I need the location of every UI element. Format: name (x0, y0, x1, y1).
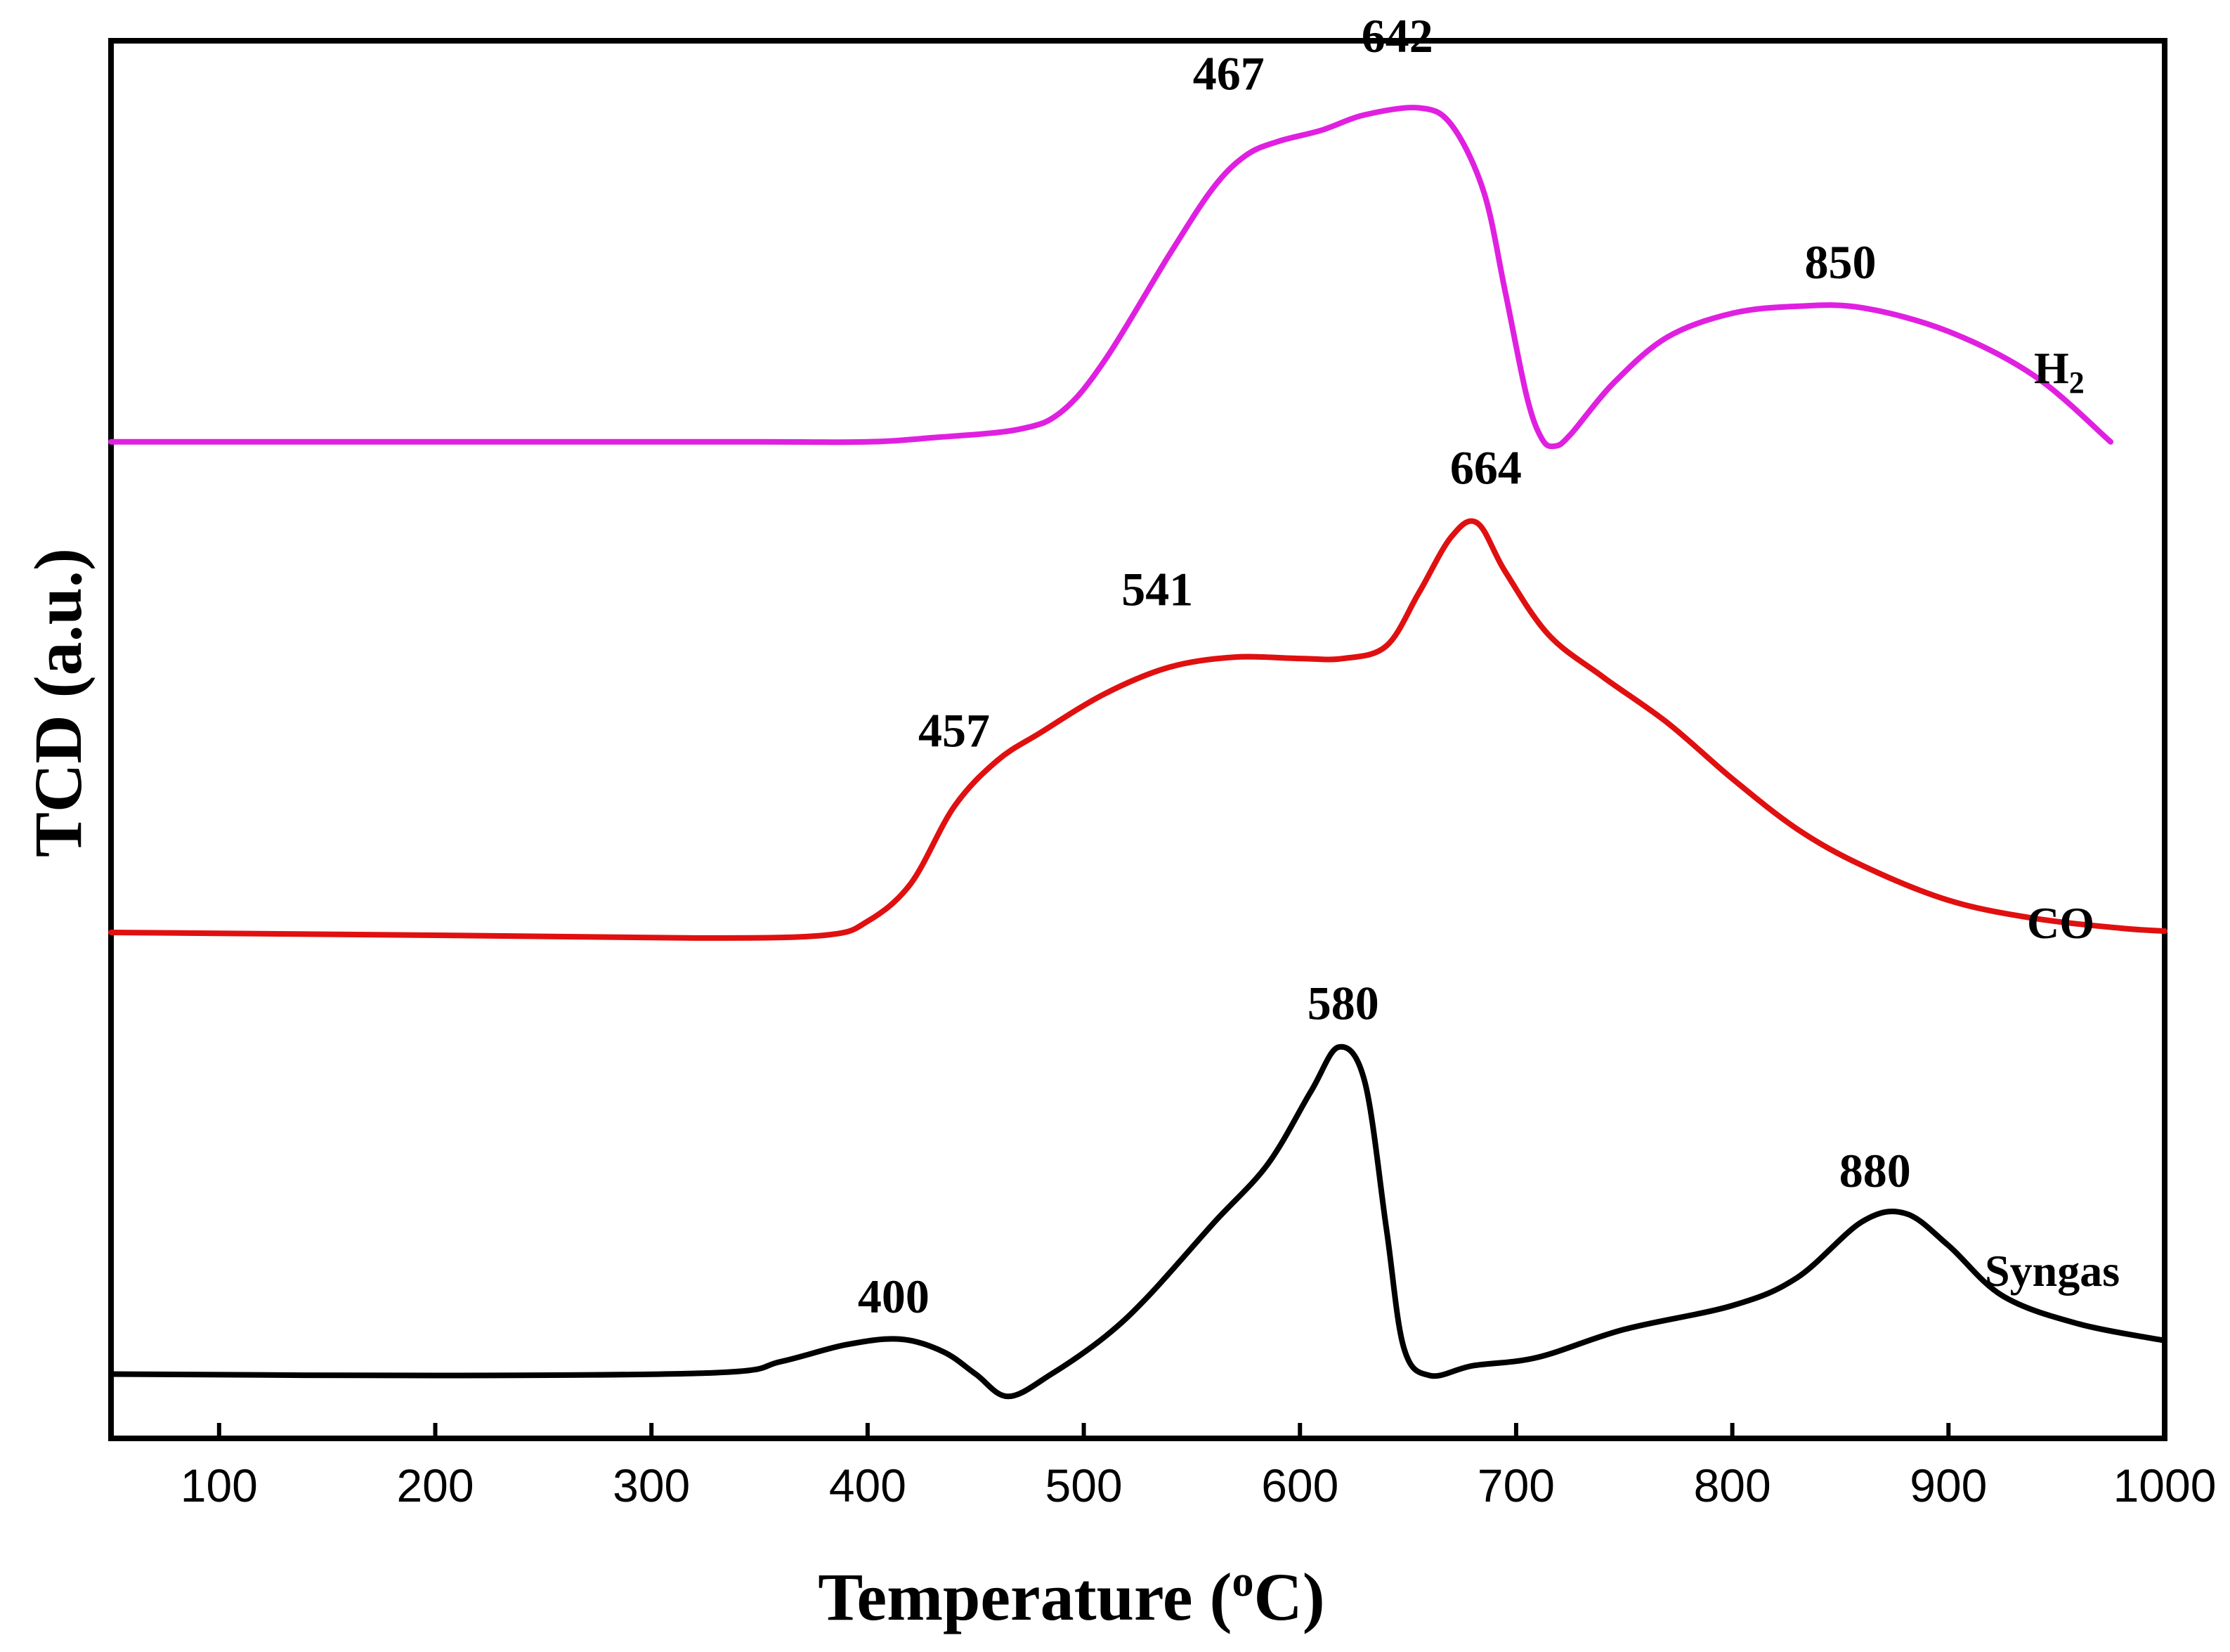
h2-peak-label-642: 642 (1362, 9, 1433, 63)
co-curve (108, 518, 2167, 941)
x-tick-label-1000: 1000 (2113, 1459, 2217, 1511)
h2-series-label: H2 (2034, 343, 2085, 400)
x-tick-label-800: 800 (1694, 1459, 1771, 1511)
syngas-peak-label-880: 880 (1839, 1144, 1911, 1197)
co-peak-label-664: 664 (1450, 441, 1522, 495)
x-tick-label-200: 200 (396, 1459, 474, 1511)
x-tick-label-100: 100 (181, 1459, 258, 1511)
co-peak-label-457: 457 (918, 703, 990, 757)
co-series-label: CO (2027, 898, 2094, 948)
h2-peak-label-850: 850 (1804, 235, 1876, 289)
syngas-peak-label-400: 400 (858, 1270, 930, 1323)
x-tick-label-600: 600 (1261, 1459, 1338, 1511)
x-tick-label-900: 900 (1910, 1459, 1987, 1511)
x-tick-label-300: 300 (613, 1459, 690, 1511)
x-tick-label-700: 700 (1478, 1459, 1555, 1511)
plot-frame (108, 38, 2167, 1441)
peak-labels: 467 642 850 457 541 664 400 580 880 (858, 9, 1911, 1323)
series-group (108, 105, 2167, 1400)
x-tick-label-500: 500 (1045, 1459, 1123, 1511)
x-axis-ticks: 100 200 300 400 500 600 700 800 900 1000 (181, 1423, 2217, 1511)
series-labels: H2 CO Syngas (1985, 343, 2120, 1296)
x-tick-label-400: 400 (829, 1459, 906, 1511)
syngas-series-label: Syngas (1985, 1246, 2120, 1296)
co-peak-label-541: 541 (1121, 563, 1193, 616)
h2-peak-label-467: 467 (1193, 47, 1265, 100)
y-axis-title: TCD (a.u.) (20, 548, 96, 857)
h2-curve (108, 105, 2114, 450)
syngas-peak-label-580: 580 (1308, 976, 1379, 1029)
syngas-curve (108, 1043, 2167, 1400)
